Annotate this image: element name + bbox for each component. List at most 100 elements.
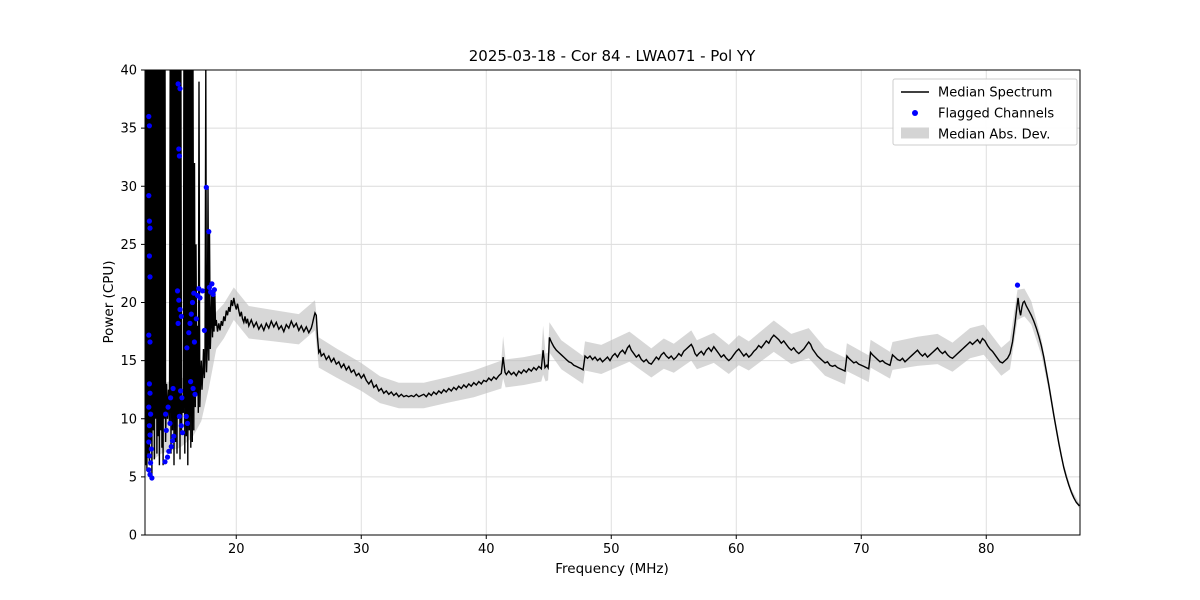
flagged-channel-point bbox=[206, 229, 212, 235]
flagged-channel-point bbox=[147, 390, 153, 396]
flagged-channel-point bbox=[210, 291, 216, 297]
flagged-channel-point bbox=[177, 86, 183, 92]
flagged-channel-point bbox=[146, 439, 152, 445]
flagged-channel-point bbox=[174, 288, 181, 294]
flagged-channel-point bbox=[148, 460, 154, 466]
x-tick-label: 40 bbox=[478, 542, 495, 557]
flagged-channel-point bbox=[171, 433, 177, 439]
flagged-channel-point bbox=[147, 339, 153, 345]
flagged-channel-point bbox=[165, 404, 171, 410]
flagged-channel-point bbox=[168, 444, 174, 450]
y-tick-label: 15 bbox=[120, 354, 137, 369]
flagged-channel-point bbox=[183, 413, 189, 419]
flagged-channel-point bbox=[186, 330, 192, 336]
flagged-channel-point bbox=[162, 459, 168, 465]
plot-layer: 20 30 40 50 60 70 80 0 5 10 15 20 25 30 35 40 bbox=[120, 64, 1081, 557]
flagged-channel-point bbox=[146, 453, 152, 459]
flagged-channel-point bbox=[199, 288, 206, 294]
legend-marker-sample bbox=[912, 110, 918, 116]
y-tick-label: 20 bbox=[120, 296, 137, 311]
flagged-channel-point bbox=[191, 339, 197, 345]
flagged-channel-point bbox=[184, 420, 191, 426]
flagged-channel-point bbox=[184, 345, 190, 351]
x-tick-label: 50 bbox=[603, 542, 620, 557]
flagged-channel-point bbox=[189, 299, 196, 306]
flagged-channel-point bbox=[177, 306, 183, 313]
flagged-channel-point bbox=[148, 446, 154, 452]
y-tick-label: 35 bbox=[120, 122, 137, 137]
x-tick-label: 80 bbox=[978, 542, 995, 557]
flagged-channel-point bbox=[191, 290, 197, 296]
y-axis-label: Power (CPU) bbox=[101, 260, 117, 343]
flagged-channel-point bbox=[178, 423, 184, 429]
flagged-channel-point bbox=[176, 297, 182, 303]
y-tick-label: 25 bbox=[120, 238, 137, 253]
flagged-channel-point bbox=[146, 253, 152, 259]
flagged-channel-point bbox=[168, 395, 174, 401]
x-tick-label: 60 bbox=[728, 542, 745, 557]
flagged-channel-point bbox=[197, 295, 203, 301]
flagged-channel-point bbox=[201, 327, 207, 333]
flagged-channel-point bbox=[178, 388, 184, 394]
flagged-channel-point bbox=[146, 381, 152, 387]
flagged-channel-point bbox=[176, 413, 182, 419]
flagged-channel-point bbox=[170, 385, 176, 392]
flagged-channel-point bbox=[169, 438, 176, 444]
legend-label-flagged-channels: Flagged Channels bbox=[938, 107, 1054, 122]
flagged-channel-point bbox=[147, 432, 153, 438]
y-tick-label: 0 bbox=[129, 529, 137, 544]
flagged-channel-point bbox=[193, 316, 199, 322]
flagged-channel-point bbox=[163, 427, 169, 433]
flagged-channel-point bbox=[163, 411, 169, 417]
x-tick-label: 20 bbox=[228, 542, 245, 557]
flagged-channel-point bbox=[175, 81, 181, 87]
legend-label-mad: Median Abs. Dev. bbox=[938, 128, 1050, 143]
flagged-channel-point bbox=[179, 430, 186, 436]
flagged-channel-point bbox=[190, 385, 196, 392]
chart-title: 2025-03-18 - Cor 84 - LWA071 - Pol YY bbox=[469, 47, 756, 65]
legend-label-median-spectrum: Median Spectrum bbox=[938, 86, 1052, 101]
y-tick-label: 30 bbox=[120, 180, 137, 195]
flagged-channel-point bbox=[188, 379, 194, 385]
x-tick-label: 70 bbox=[853, 542, 870, 557]
y-tick-label: 10 bbox=[120, 412, 137, 427]
flagged-channel-point bbox=[146, 467, 152, 473]
flagged-channel-point bbox=[192, 391, 198, 397]
legend: Median Spectrum Flagged Channels Median … bbox=[892, 78, 1078, 146]
median-spectrum-line bbox=[145, 70, 1080, 507]
flagged-channel-point bbox=[146, 113, 152, 120]
flagged-channel-point bbox=[179, 395, 185, 401]
flagged-channel-point bbox=[147, 274, 153, 280]
y-tick-label: 5 bbox=[129, 470, 137, 485]
y-tick-label: 40 bbox=[120, 64, 137, 79]
flagged-channel-point bbox=[209, 281, 215, 287]
flagged-channel-point bbox=[146, 423, 152, 429]
flagged-channel-point bbox=[146, 404, 152, 410]
flagged-channel-point bbox=[178, 313, 184, 319]
flagged-channel-point bbox=[166, 448, 172, 454]
x-tick-label: 30 bbox=[353, 542, 370, 557]
flagged-channel-point bbox=[176, 153, 182, 159]
flagged-channel-point bbox=[148, 411, 154, 417]
flagged-channel-point bbox=[211, 287, 217, 293]
legend-patch-sample bbox=[901, 127, 929, 139]
flagged-channel-point bbox=[176, 146, 182, 152]
flagged-channel-point bbox=[167, 420, 173, 426]
flagged-channel-point bbox=[146, 123, 152, 129]
flagged-channel-point bbox=[1014, 282, 1021, 288]
flagged-channel-point bbox=[175, 320, 181, 326]
flagged-channel-point bbox=[203, 184, 209, 190]
mad-band bbox=[145, 287, 1080, 509]
flagged-channel-point bbox=[149, 475, 155, 481]
flagged-channel-point bbox=[146, 193, 152, 199]
flagged-channel-point bbox=[188, 311, 194, 317]
legend-box bbox=[892, 78, 1078, 146]
flagged-channel-point bbox=[147, 225, 153, 231]
flagged-channel-point bbox=[187, 320, 193, 326]
flagged-channel-point bbox=[146, 218, 152, 224]
flagged-channel-point bbox=[146, 332, 152, 338]
x-axis-label: Frequency (MHz) bbox=[555, 561, 668, 577]
flagged-channel-point bbox=[164, 454, 171, 460]
